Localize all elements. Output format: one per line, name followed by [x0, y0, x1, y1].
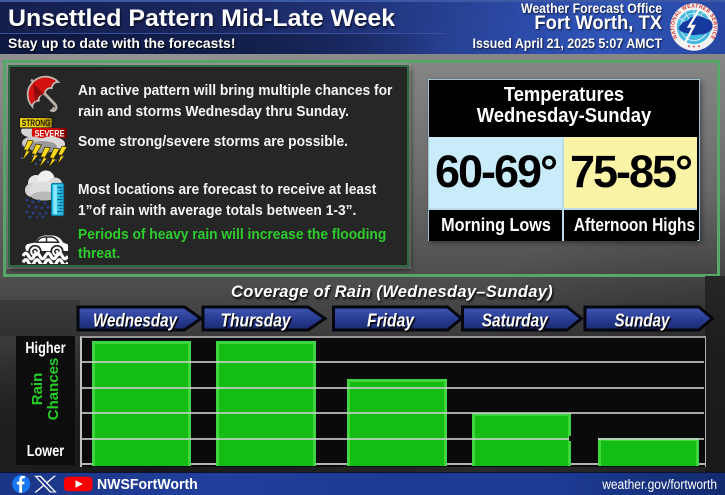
svg-text:Friday: Friday — [367, 311, 415, 331]
svg-text:STRONG: STRONG — [22, 118, 51, 129]
svg-text:SEVERE: SEVERE — [35, 128, 65, 139]
svg-text:Wednesday: Wednesday — [93, 311, 178, 331]
svg-text:Sunday: Sunday — [615, 311, 671, 331]
svg-text:Saturday: Saturday — [482, 311, 549, 331]
svg-text:Thursday: Thursday — [221, 311, 292, 331]
